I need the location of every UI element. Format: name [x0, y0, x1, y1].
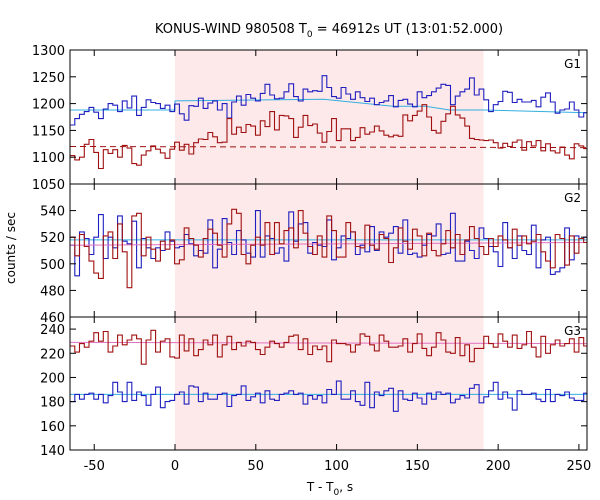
y-tick-label: 500 — [40, 258, 65, 273]
highlight-band — [175, 184, 484, 317]
panel-label: G2 — [564, 191, 581, 205]
y-tick-label: 240 — [40, 323, 65, 338]
x-tick-label: 150 — [405, 459, 430, 474]
panel-label: G1 — [564, 57, 581, 71]
x-tick-label: 100 — [324, 459, 349, 474]
y-tick-label: 1200 — [32, 98, 65, 113]
data-series-G2-b — [70, 208, 587, 289]
panel-label: G3 — [564, 324, 581, 338]
data-series-G1-a — [70, 75, 587, 126]
y-tick-label: 1050 — [32, 178, 65, 193]
data-series-G3-a — [70, 380, 587, 412]
x-tick-label: 250 — [567, 459, 592, 474]
fit-line-G3-b — [69, 341, 588, 345]
y-tick-label: 460 — [40, 311, 65, 326]
y-axis-label: counts / sec — [4, 212, 18, 284]
y-tick-label: 1100 — [32, 151, 65, 166]
chart-title: KONUS-WIND 980508 T0 = 46912s UT (13:01:… — [155, 22, 503, 40]
highlight-band — [175, 50, 484, 184]
panel-G3: 140 160 180 200 220 240 G3 — [40, 316, 588, 459]
fit-line-G2-b — [69, 242, 588, 246]
x-tick-label: 50 — [248, 459, 265, 474]
highlight-band — [175, 317, 484, 450]
y-tick-label: 160 — [40, 420, 65, 435]
y-tick-label: 540 — [40, 205, 65, 220]
y-tick-label: 480 — [40, 284, 65, 299]
x-tick-label: 200 — [486, 459, 511, 474]
y-tick-label: 1150 — [32, 124, 65, 139]
y-tick-label: 200 — [40, 371, 65, 386]
y-tick-label: 1300 — [32, 44, 65, 59]
x-tick-label: 0 — [171, 459, 179, 474]
data-series-G1-b — [70, 104, 587, 170]
y-tick-label: 220 — [40, 347, 65, 362]
x-tick-label: -50 — [84, 459, 105, 474]
panel-G2: 460 480 500 520 540 G2 — [40, 183, 588, 326]
y-tick-label: 180 — [40, 396, 65, 411]
data-series-G3-b — [70, 329, 587, 365]
panel-frame — [69, 316, 588, 451]
y-tick-label: 140 — [40, 444, 65, 459]
y-tick-label: 520 — [40, 231, 65, 246]
y-tick-label: 1250 — [32, 71, 65, 86]
fit-line-G1-b — [69, 146, 588, 149]
panel-G1: 1050 1100 1150 1200 1250 1300 G1 — [32, 44, 588, 193]
x-axis-label: T - T0, s — [306, 480, 353, 498]
